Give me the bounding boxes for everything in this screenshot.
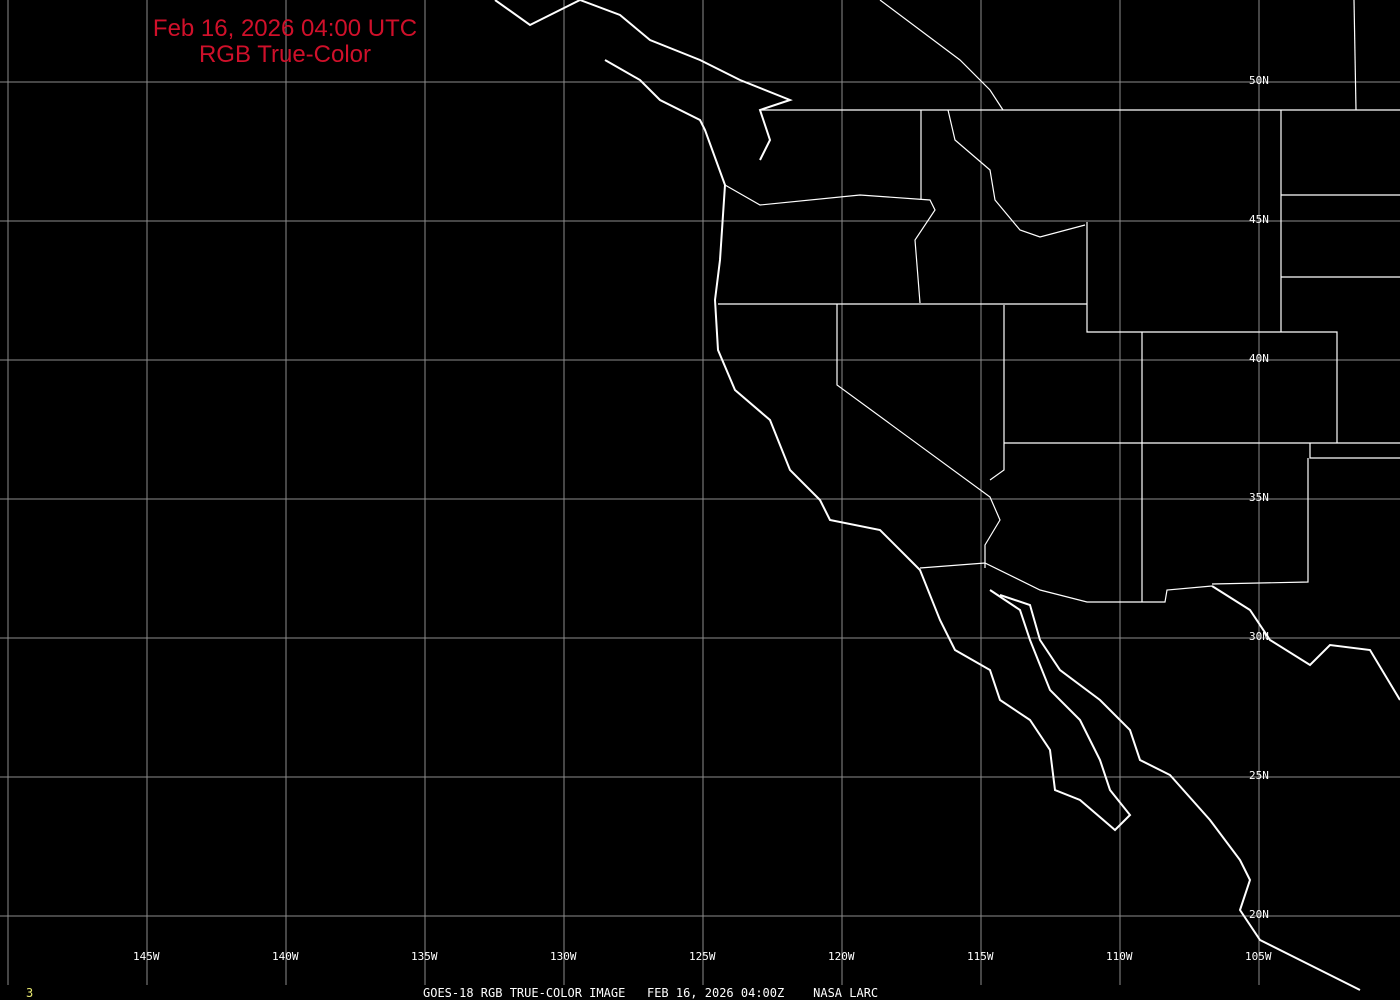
nv-ut-border <box>989 305 1005 481</box>
longitude-label: 115W <box>967 950 994 963</box>
longitude-label: 140W <box>272 950 299 963</box>
title-date: Feb 16, 2026 04:00 UTC <box>152 15 418 42</box>
longitude-label: 145W <box>133 950 160 963</box>
gulf-coast <box>1211 585 1400 701</box>
id-wy-border <box>1086 222 1338 443</box>
wa-or-border <box>724 184 936 304</box>
longitude-label: 125W <box>689 950 716 963</box>
longitude-label: 120W <box>828 950 855 963</box>
latitude-label: 50N <box>1249 74 1269 87</box>
latitude-label: 20N <box>1249 908 1269 921</box>
id-mt-border <box>947 109 1086 238</box>
ca-nv-border <box>836 304 1001 568</box>
mexico-coast <box>999 594 1361 991</box>
frame-number: 3 <box>26 986 34 1000</box>
state-borders <box>718 0 1400 603</box>
bc-coast <box>494 0 793 161</box>
nm-tx-border <box>1211 458 1309 585</box>
longitude-label: 105W <box>1245 950 1272 963</box>
latitude-label: 35N <box>1249 491 1269 504</box>
latitude-label: 30N <box>1249 630 1269 643</box>
us-mexico-border <box>919 562 1213 603</box>
title-product: RGB True-Color <box>198 41 372 68</box>
latitude-label: 40N <box>1249 352 1269 365</box>
pacific-coast <box>604 59 1132 832</box>
footer-caption: GOES-18 RGB TRUE-COLOR IMAGE FEB 16, 202… <box>423 986 879 1000</box>
latitude-label: 45N <box>1249 213 1269 226</box>
nm-east-border <box>1309 443 1400 459</box>
longitude-label: 110W <box>1106 950 1133 963</box>
coastlines <box>494 0 1400 991</box>
longitude-label: 130W <box>550 950 577 963</box>
longitude-label: 135W <box>411 950 438 963</box>
latitude-label: 25N <box>1249 769 1269 782</box>
